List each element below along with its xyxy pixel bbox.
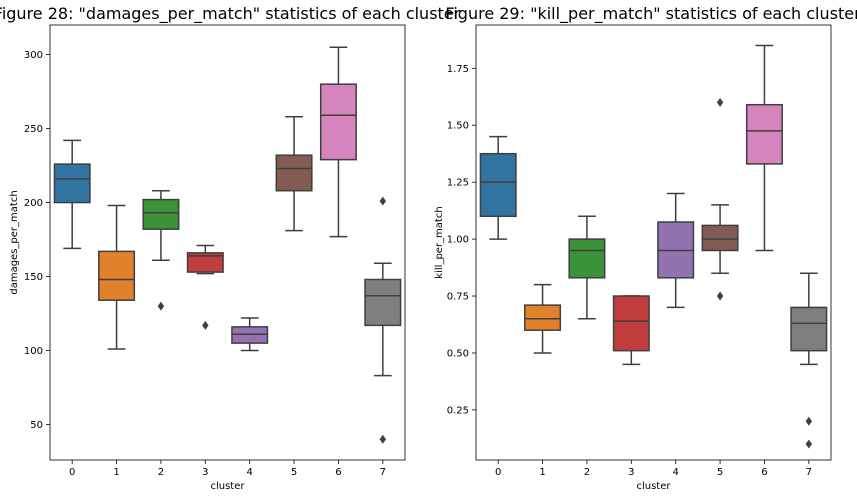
chart-panel-0: Figure 28: "damages_per_match" statistic… xyxy=(0,4,461,492)
x-tick-label: 4 xyxy=(673,467,679,478)
y-tick-label: 1.75 xyxy=(447,64,469,75)
y-tick-label: 50 xyxy=(30,420,43,431)
y-tick-label: 0.50 xyxy=(447,348,469,359)
x-tick-label: 5 xyxy=(717,467,723,478)
chart-title: Figure 28: "damages_per_match" statistic… xyxy=(0,4,461,24)
x-tick-label: 3 xyxy=(628,467,634,478)
box-iqr xyxy=(186,252,224,273)
box-cluster-6 xyxy=(745,44,783,252)
box-iqr xyxy=(275,154,313,192)
box-cluster-5 xyxy=(275,115,313,232)
outlier-point xyxy=(157,301,165,311)
y-axis-label: damages_per_match xyxy=(9,190,20,294)
box-cluster-2 xyxy=(568,215,606,320)
box-iqr xyxy=(790,306,828,352)
box-cluster-3 xyxy=(612,295,650,366)
outlier-point xyxy=(379,434,387,444)
box-iqr xyxy=(479,152,517,218)
x-axis-label: cluster xyxy=(636,481,671,492)
outlier-point xyxy=(805,439,813,449)
box-iqr xyxy=(701,224,739,252)
box-cluster-0 xyxy=(479,135,517,240)
y-axis-label: kill_per_match xyxy=(434,206,445,278)
plot-frame xyxy=(49,24,406,461)
y-tick-label: 250 xyxy=(24,124,43,135)
box-iqr xyxy=(568,238,606,279)
box-cluster-4 xyxy=(657,192,695,309)
x-tick-label: 1 xyxy=(113,467,119,478)
y-tick-label: 150 xyxy=(24,272,43,283)
x-tick-label: 3 xyxy=(202,467,208,478)
box-cluster-1 xyxy=(98,204,136,350)
outlier-point xyxy=(716,291,724,301)
x-tick-label: 7 xyxy=(806,467,812,478)
x-tick-label: 0 xyxy=(69,467,75,478)
box-iqr xyxy=(319,83,357,161)
box-cluster-3 xyxy=(186,244,224,330)
x-tick-label: 5 xyxy=(291,467,297,478)
outlier-point xyxy=(202,320,209,330)
outlier-point xyxy=(379,196,387,206)
x-tick-label: 0 xyxy=(495,467,501,478)
y-tick-label: 0.75 xyxy=(447,292,469,303)
x-tick-label: 6 xyxy=(761,467,767,478)
chart-title: Figure 29: "kill_per_match" statistics o… xyxy=(445,4,857,24)
x-tick-label: 2 xyxy=(158,467,164,478)
y-tick-label: 1.50 xyxy=(447,121,469,132)
y-tick-label: 1.25 xyxy=(447,178,469,189)
box-iqr xyxy=(53,163,91,204)
box-iqr xyxy=(612,295,650,352)
y-tick-label: 1.00 xyxy=(447,235,469,246)
box-cluster-4 xyxy=(231,317,269,352)
box-cluster-2 xyxy=(142,189,180,311)
chart-panel-1: Figure 29: "kill_per_match" statistics o… xyxy=(434,4,857,492)
box-cluster-7 xyxy=(364,196,402,444)
x-tick-label: 7 xyxy=(380,467,386,478)
box-iqr xyxy=(745,103,783,165)
y-tick-label: 200 xyxy=(24,198,43,209)
y-tick-label: 100 xyxy=(24,346,43,357)
box-cluster-1 xyxy=(524,283,562,354)
box-iqr xyxy=(524,304,562,331)
x-tick-label: 2 xyxy=(584,467,590,478)
box-cluster-6 xyxy=(319,46,357,238)
box-iqr xyxy=(364,278,402,327)
y-tick-label: 300 xyxy=(24,50,43,61)
outlier-point xyxy=(805,416,813,426)
outlier-point xyxy=(716,97,724,107)
box-cluster-0 xyxy=(53,139,91,250)
box-iqr xyxy=(98,250,136,301)
x-axis-label: cluster xyxy=(210,481,245,492)
box-iqr xyxy=(142,198,180,230)
x-tick-label: 1 xyxy=(539,467,545,478)
x-tick-label: 4 xyxy=(247,467,253,478)
plot-frame xyxy=(475,24,832,461)
x-tick-label: 6 xyxy=(335,467,341,478)
y-tick-label: 0.25 xyxy=(447,405,469,416)
box-cluster-5 xyxy=(701,97,739,301)
box-cluster-7 xyxy=(790,272,828,449)
